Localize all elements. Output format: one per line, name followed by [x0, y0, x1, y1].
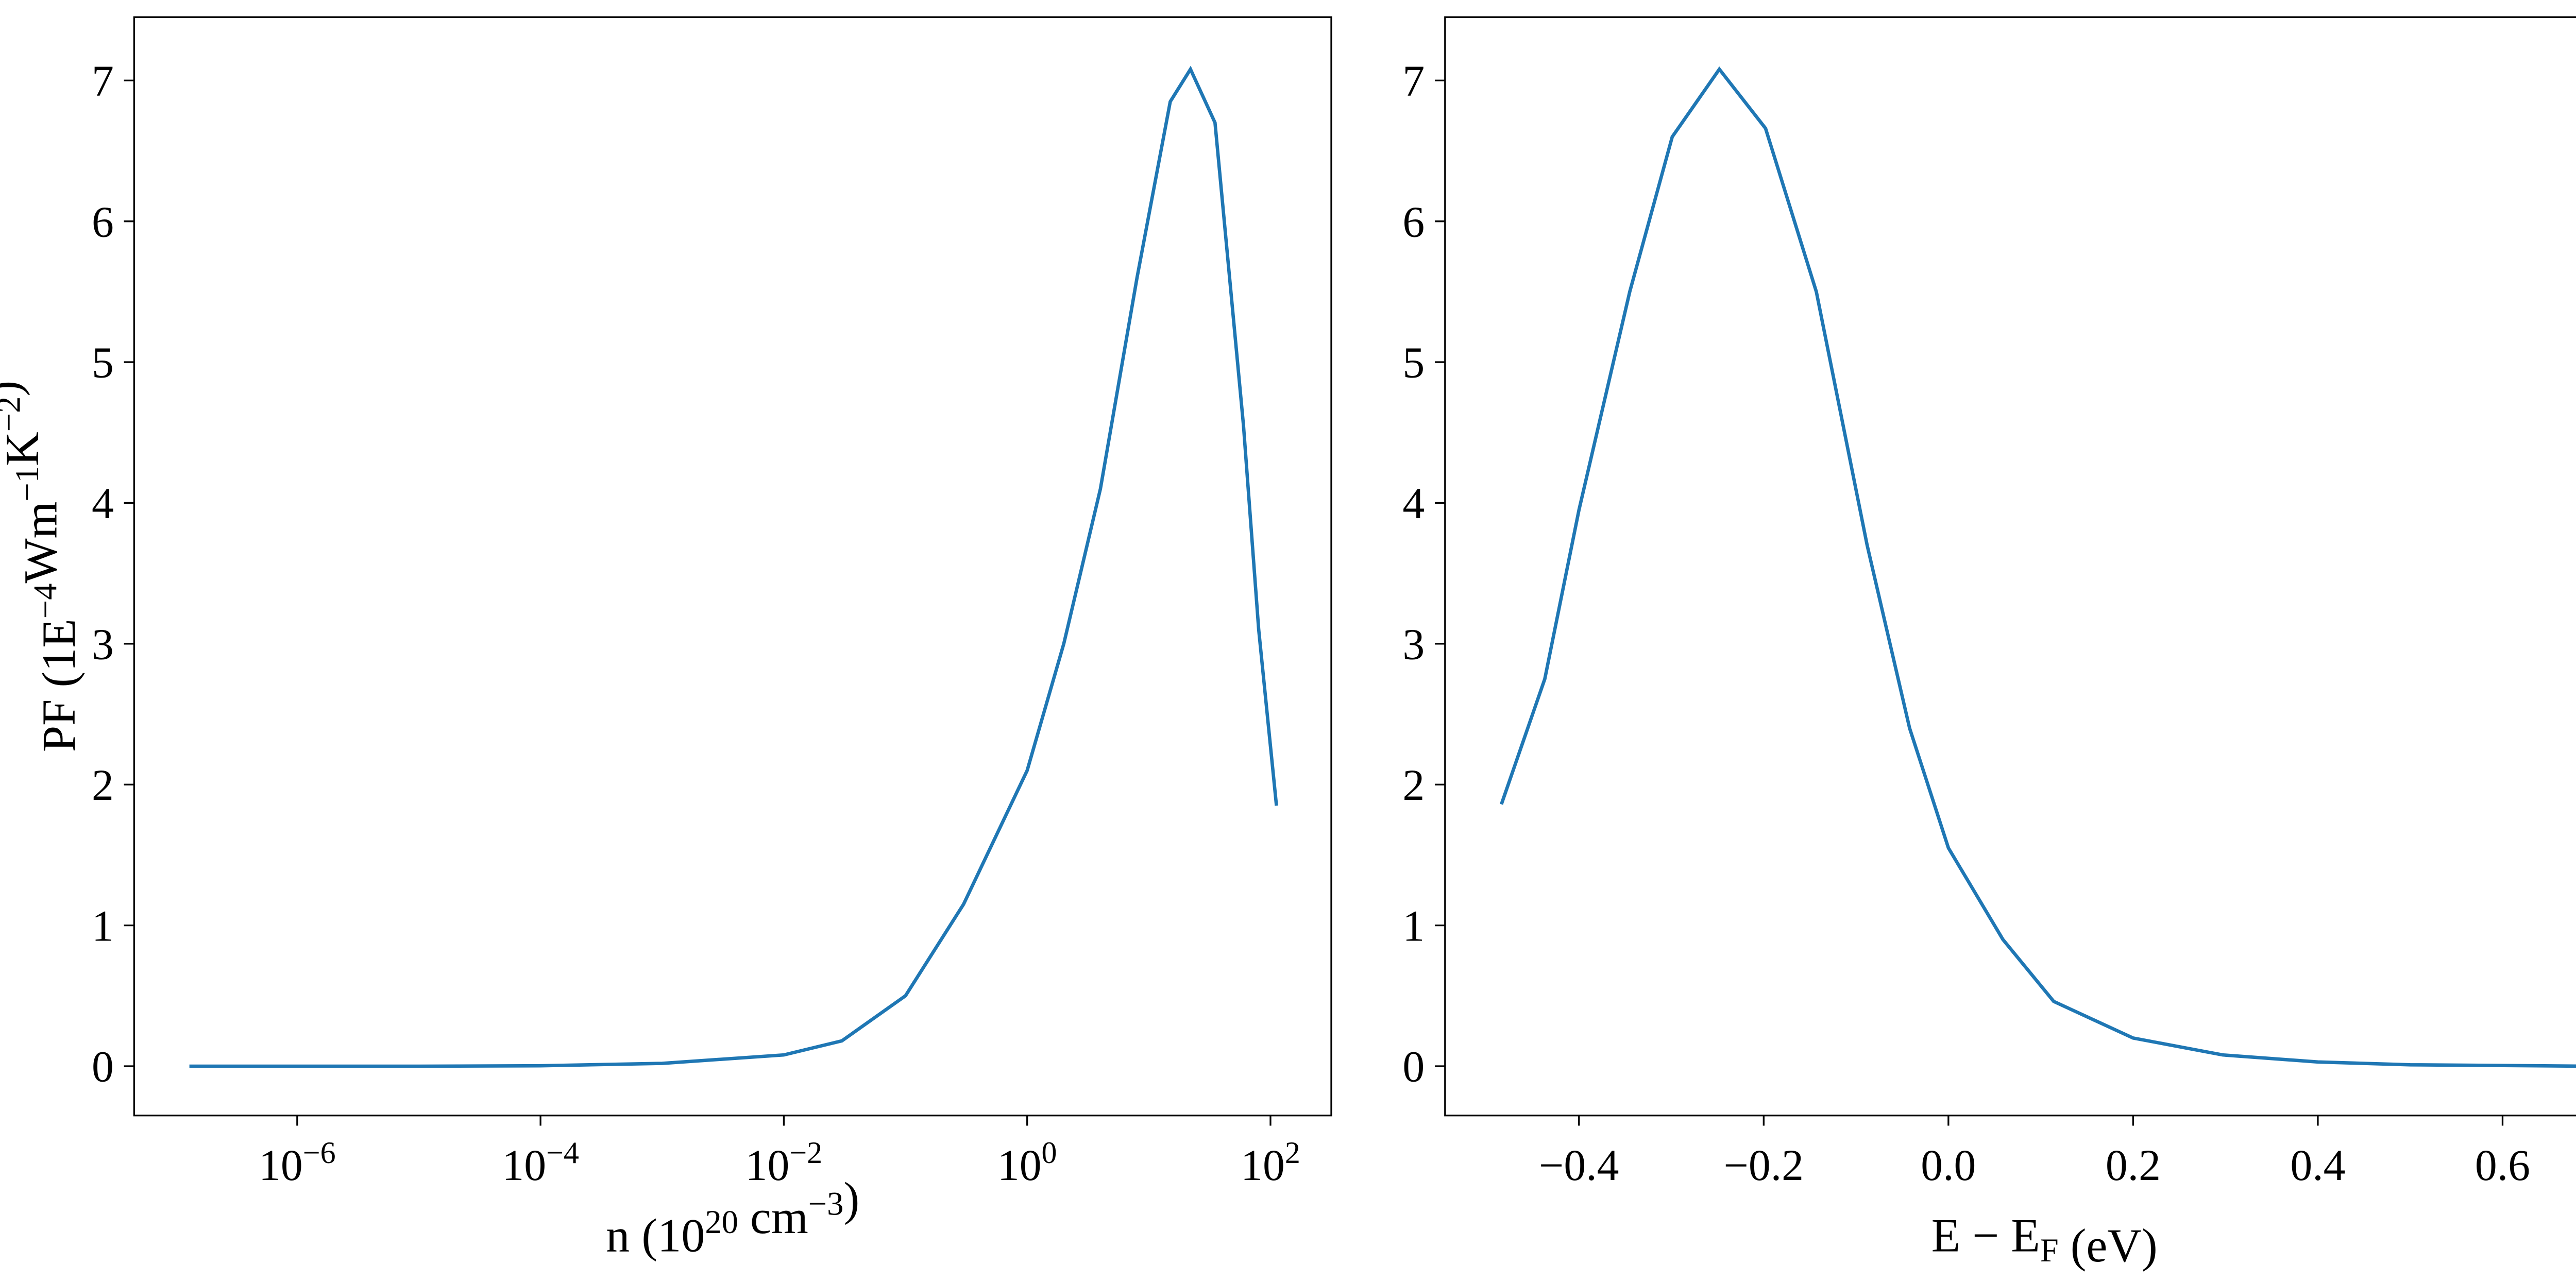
y-tick-label: 6	[1402, 197, 1425, 246]
y-tick-label: 3	[1402, 620, 1425, 669]
x-tick-label: 0.6	[2475, 1141, 2530, 1190]
y-tick-label: 2	[1402, 761, 1425, 810]
y-axis-label: PF (1E−4Wm−1K−2)	[0, 381, 85, 752]
x-tick-label: 102	[1241, 1136, 1300, 1190]
y-tick-label: 1	[1402, 901, 1425, 950]
x-axis-label: n (1020 cm−3)	[606, 1172, 859, 1261]
x-tick-label: −0.2	[1724, 1141, 1804, 1190]
x-tick-label: 100	[997, 1136, 1057, 1190]
plot-frame	[1444, 16, 2576, 1117]
y-tick-label: 0	[1402, 1042, 1425, 1091]
y-tick-label: 3	[92, 620, 114, 669]
y-tick-label: 4	[1402, 479, 1425, 528]
y-tick-label: 5	[92, 338, 114, 387]
x-axis-label: E − EF (eV)	[1931, 1209, 2158, 1271]
y-tick-label: 1	[92, 901, 114, 950]
x-tick-label: 0.0	[1921, 1141, 1976, 1190]
y-tick-label: 7	[92, 57, 114, 106]
y-tick-label: 5	[1402, 338, 1425, 387]
x-tick-label: 10−6	[259, 1136, 336, 1190]
x-tick-label: 10−2	[745, 1136, 823, 1190]
y-tick-label: 6	[92, 197, 114, 246]
data-line	[189, 65, 1278, 1068]
x-tick-label: 10−4	[502, 1136, 579, 1190]
x-tick-label: 0.4	[2290, 1141, 2345, 1190]
plot-frame	[133, 16, 1332, 1117]
x-tick-label: −0.4	[1539, 1141, 1619, 1190]
data-line	[1500, 66, 2576, 1068]
x-tick-label: 0.2	[2106, 1141, 2161, 1190]
y-tick-label: 4	[92, 479, 114, 528]
y-tick-label: 0	[92, 1042, 114, 1091]
y-tick-label: 7	[1402, 57, 1425, 106]
y-tick-label: 2	[92, 761, 114, 810]
